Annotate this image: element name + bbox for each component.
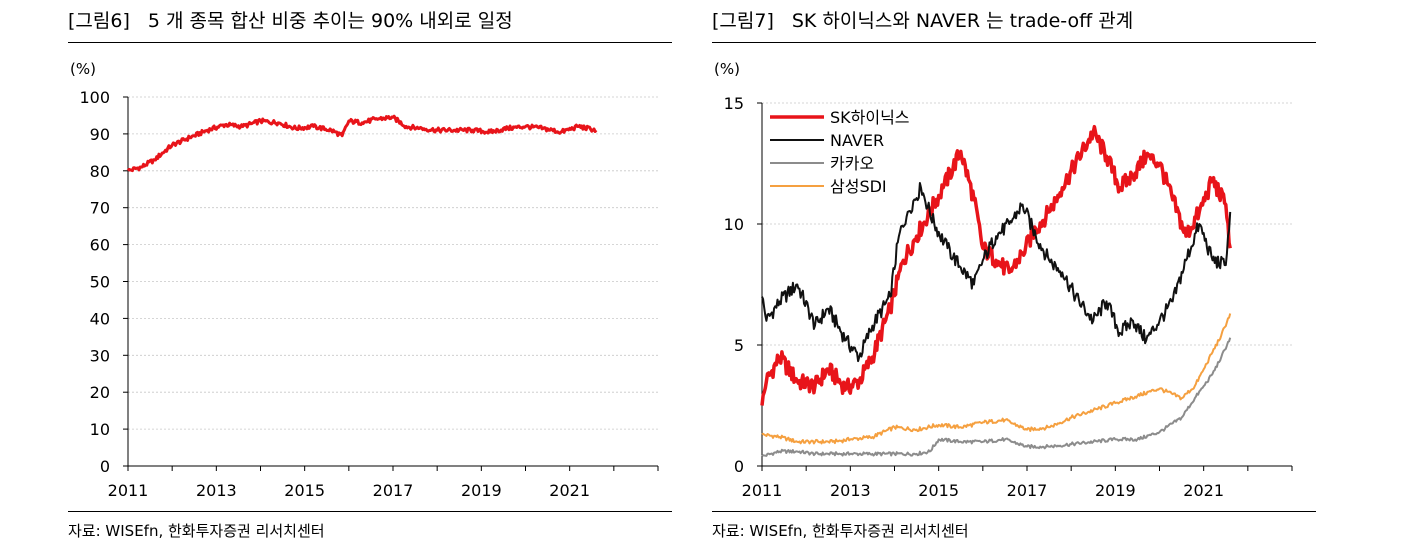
y-tick-label: 70: [90, 199, 110, 218]
left-y-unit: (%): [70, 60, 96, 78]
y-tick-label: 20: [90, 383, 110, 402]
right-y-unit: (%): [714, 60, 740, 78]
y-tick-label: 30: [90, 346, 110, 365]
y-tick-label: 90: [90, 125, 110, 144]
series-line-total: [126, 114, 598, 173]
x-tick-label: 2021: [1183, 481, 1224, 500]
right-title-text: SK 하이닉스와 NAVER 는 trade-off 관계: [791, 10, 1134, 32]
left-figure-number: [그림6]: [68, 10, 130, 32]
y-tick-label: 10: [90, 420, 110, 439]
right-source: 자료: WISEfn, 한화투자증권 리서치센터: [712, 522, 969, 540]
left-panel: [그림6] 5 개 종목 합산 비중 추이는 90% 내외로 일정 (%) 자료:…: [68, 0, 672, 552]
y-tick-label: 40: [90, 309, 110, 328]
left-bottom-rule: [68, 511, 672, 512]
x-tick-label: 2017: [1007, 481, 1048, 500]
right-panel: [그림7] SK 하이닉스와 NAVER 는 trade-off 관계 (%) 자…: [712, 0, 1316, 552]
y-tick-label: 0: [100, 457, 110, 476]
y-tick-label: 10: [724, 215, 744, 234]
legend-label: NAVER: [830, 131, 884, 150]
y-tick-label: 60: [90, 236, 110, 255]
legend-label: 카카오: [830, 154, 874, 173]
x-tick-label: 2021: [549, 481, 590, 500]
right-chart-title: [그림7] SK 하이닉스와 NAVER 는 trade-off 관계: [712, 6, 1133, 33]
right-title-rule: [712, 42, 1316, 43]
left-title-rule: [68, 42, 672, 43]
x-tick-label: 2019: [461, 481, 502, 500]
left-source: 자료: WISEfn, 한화투자증권 리서치센터: [68, 522, 325, 540]
y-tick-label: 0: [734, 457, 744, 476]
y-tick-label: 5: [734, 336, 744, 355]
left-chart-title: [그림6] 5 개 종목 합산 비중 추이는 90% 내외로 일정: [68, 6, 513, 33]
right-figure-number: [그림7]: [712, 10, 774, 32]
series-line-카카오: [761, 337, 1232, 458]
y-tick-label: 80: [90, 162, 110, 181]
legend-label: SK하이닉스: [830, 108, 910, 127]
y-tick-label: 100: [79, 88, 110, 107]
y-tick-label: 50: [90, 273, 110, 292]
x-tick-label: 2013: [196, 481, 237, 500]
series-line-삼성SDI: [761, 313, 1232, 445]
x-tick-label: 2015: [918, 481, 959, 500]
x-tick-label: 2013: [830, 481, 871, 500]
x-tick-label: 2017: [373, 481, 414, 500]
y-tick-label: 15: [724, 94, 744, 113]
x-tick-label: 2011: [742, 481, 783, 500]
legend-label: 삼성SDI: [830, 177, 887, 196]
x-tick-label: 2011: [108, 481, 149, 500]
x-tick-label: 2019: [1095, 481, 1136, 500]
series-line-NAVER: [761, 182, 1232, 363]
left-title-text: 5 개 종목 합산 비중 추이는 90% 내외로 일정: [147, 10, 513, 32]
series-line-SK하이닉스: [760, 124, 1232, 406]
right-bottom-rule: [712, 511, 1316, 512]
x-tick-label: 2015: [284, 481, 325, 500]
